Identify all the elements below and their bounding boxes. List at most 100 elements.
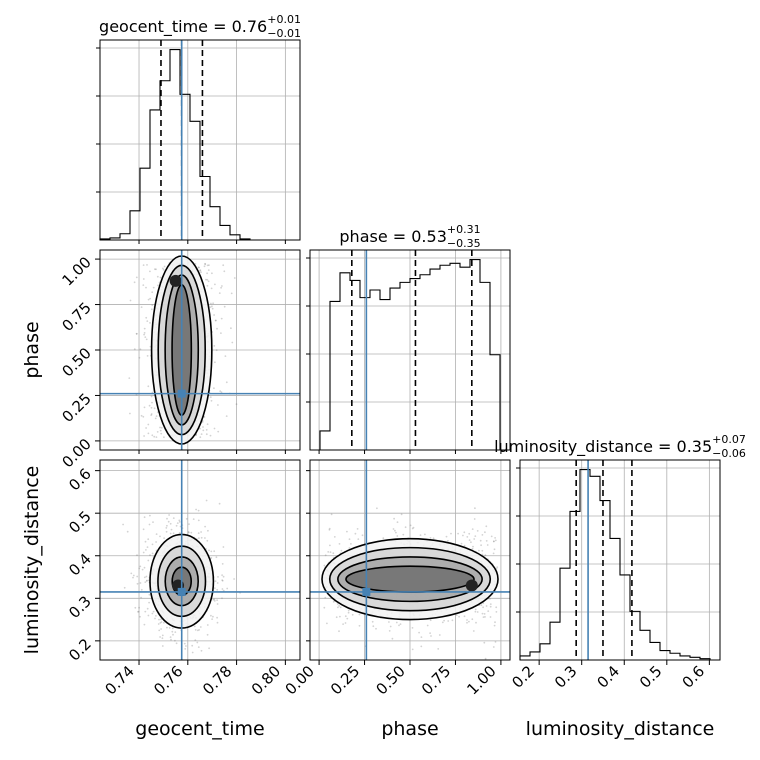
scatter-point xyxy=(149,322,151,324)
xtick-label-luminosity_distance-0: 0.2 xyxy=(508,662,538,692)
scatter-point xyxy=(336,603,339,605)
scatter-point xyxy=(400,513,403,516)
scatter-point xyxy=(481,612,484,615)
scatter-point xyxy=(346,617,349,620)
scatter-point xyxy=(152,521,154,523)
scatter-point xyxy=(147,385,150,388)
scatter-point xyxy=(220,391,223,394)
xaxis-label-luminosity_distance: luminosity_distance xyxy=(526,718,715,740)
ytick-label-phase-1: 0.25 xyxy=(58,390,94,426)
scatter-point xyxy=(172,517,175,519)
scatter-point xyxy=(133,348,136,351)
scatter-point xyxy=(470,541,472,544)
scatter-point xyxy=(493,540,495,543)
scatter-point xyxy=(496,566,499,569)
scatter-point xyxy=(211,618,214,620)
panel-title-minus: −0.35 xyxy=(447,237,481,250)
scatter-point xyxy=(344,615,347,618)
scatter-point xyxy=(225,381,228,384)
scatter-point xyxy=(206,272,209,275)
scatter-point xyxy=(203,265,206,268)
scatter-point xyxy=(324,596,327,599)
scatter-point xyxy=(222,264,225,267)
scatter-point xyxy=(472,545,474,548)
scatter-point xyxy=(192,518,195,520)
scatter-point xyxy=(328,527,331,530)
scatter-point xyxy=(221,574,224,576)
ytick-label-luminosity_distance-0: 0.2 xyxy=(65,635,95,665)
xtick-label-geocent_time-2: 0.78 xyxy=(199,662,235,698)
scatter-point xyxy=(493,548,496,551)
scatter-point xyxy=(329,544,331,547)
scatter-point xyxy=(462,534,464,537)
scatter-point xyxy=(450,532,452,535)
scatter-point xyxy=(206,284,209,287)
scatter-point xyxy=(445,535,448,538)
scatter-point xyxy=(144,610,147,613)
scatter-point xyxy=(184,648,187,650)
panel-title-plus: +0.01 xyxy=(267,13,301,26)
scatter-point xyxy=(484,531,486,534)
scatter-point xyxy=(392,528,395,530)
scatter-point xyxy=(206,539,209,542)
scatter-point xyxy=(145,316,148,319)
scatter-point xyxy=(187,531,190,533)
scatter-point xyxy=(148,404,151,407)
scatter-point xyxy=(146,607,149,610)
scatter-point xyxy=(123,586,126,589)
scatter-point xyxy=(231,341,234,344)
scatter-point xyxy=(473,518,476,520)
contour-phase-luminosity_distance-2 xyxy=(337,556,483,603)
scatter-point xyxy=(432,537,435,540)
scatter-point xyxy=(143,333,146,336)
scatter-point xyxy=(155,533,158,535)
scatter-point xyxy=(223,305,226,308)
scatter-point xyxy=(176,522,179,524)
scatter-point xyxy=(481,534,484,536)
scatter-point xyxy=(194,629,197,631)
scatter-point xyxy=(159,636,162,638)
scatter-point xyxy=(155,615,157,617)
scatter-point xyxy=(160,621,163,623)
scatter-point xyxy=(438,634,441,636)
scatter-point xyxy=(474,535,477,537)
scatter-point xyxy=(159,426,161,429)
scatter-point xyxy=(166,524,168,527)
scatter-point xyxy=(335,616,338,619)
scatter-point xyxy=(147,559,150,562)
scatter-point xyxy=(458,615,460,618)
scatter-point xyxy=(338,543,341,545)
scatter-point xyxy=(466,619,468,621)
scatter-point xyxy=(399,623,402,625)
xtick-label-phase-3: 0.75 xyxy=(418,662,454,698)
scatter-point xyxy=(195,508,198,511)
yaxis-label-luminosity_distance: luminosity_distance xyxy=(21,466,43,655)
scatter-point xyxy=(150,308,153,311)
scatter-point xyxy=(466,536,469,538)
scatter-point xyxy=(166,517,168,520)
scatter-point xyxy=(170,528,173,531)
scatter-point xyxy=(213,598,216,601)
scatter-point xyxy=(220,317,223,320)
scatter-point xyxy=(136,582,139,585)
scatter-point xyxy=(206,264,209,267)
xaxis-label-geocent_time: geocent_time xyxy=(135,718,264,740)
scatter-point xyxy=(153,407,156,410)
panel-title-minus: −0.01 xyxy=(267,27,301,40)
scatter-point xyxy=(235,403,238,406)
scatter-point xyxy=(347,611,350,614)
scatter-point xyxy=(344,622,347,624)
scatter-point xyxy=(494,641,497,643)
xtick-label-phase-1: 0.25 xyxy=(327,662,363,698)
scatter-point xyxy=(140,596,143,599)
scatter-point xyxy=(426,624,429,627)
scatter-point xyxy=(484,657,487,660)
scatter-point xyxy=(393,517,395,520)
scatter-point xyxy=(167,520,170,523)
xaxis-label-phase: phase xyxy=(381,718,438,740)
scatter-point xyxy=(214,319,217,322)
scatter-point xyxy=(162,267,164,270)
scatter-point xyxy=(463,615,466,618)
scatter-point xyxy=(474,610,477,613)
scatter-point xyxy=(358,624,361,627)
